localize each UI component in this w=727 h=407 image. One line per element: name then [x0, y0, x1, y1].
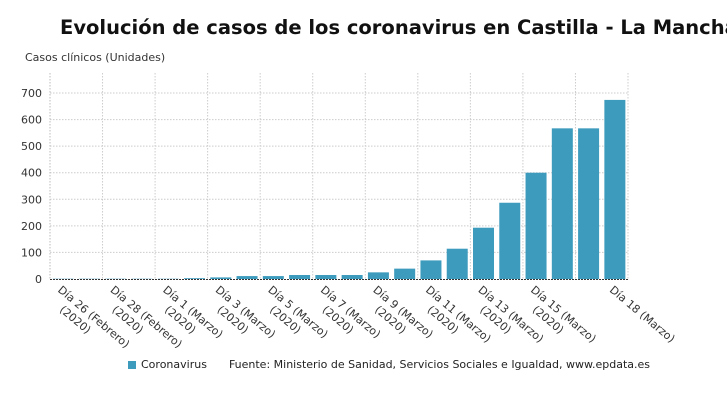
chart-title: Evolución de casos de los coronavirus en…: [60, 16, 727, 39]
bar: [578, 128, 600, 279]
y-tick-label: 0: [35, 273, 42, 286]
legend: Coronavirus Fuente: Ministerio de Sanida…: [128, 358, 650, 371]
bar: [210, 277, 232, 279]
bar: [367, 272, 389, 279]
bar: [420, 260, 442, 279]
y-tick-label: 500: [21, 140, 42, 153]
y-tick-label: 600: [21, 114, 42, 127]
y-tick-label: 300: [21, 193, 42, 206]
y-tick-label: 700: [21, 87, 42, 100]
bar: [341, 275, 363, 279]
y-tick-label: 200: [21, 220, 42, 233]
bar: [315, 275, 337, 279]
bar: [525, 172, 547, 279]
bar: [604, 99, 626, 279]
bar: [499, 202, 521, 279]
y-tick-label: 400: [21, 167, 42, 180]
bar: [473, 227, 494, 279]
y-axis-label: Casos clínicos (Unidades): [25, 51, 166, 64]
x-tick-label: Día 18 (Marzo): [607, 283, 677, 345]
legend-label: Coronavirus: [141, 358, 207, 371]
legend-swatch: [128, 360, 136, 369]
x-tick-label: Día 15 (Marzo)(2020): [519, 283, 598, 356]
bar: [236, 276, 258, 279]
source-note: Fuente: Ministerio de Sanidad, Servicios…: [228, 358, 651, 371]
bar: [262, 276, 284, 279]
bar: [289, 275, 311, 279]
bar: [394, 268, 416, 279]
bar: [184, 278, 205, 279]
bar: [551, 128, 573, 279]
y-tick-label: 100: [21, 246, 42, 259]
bar: [446, 248, 468, 279]
